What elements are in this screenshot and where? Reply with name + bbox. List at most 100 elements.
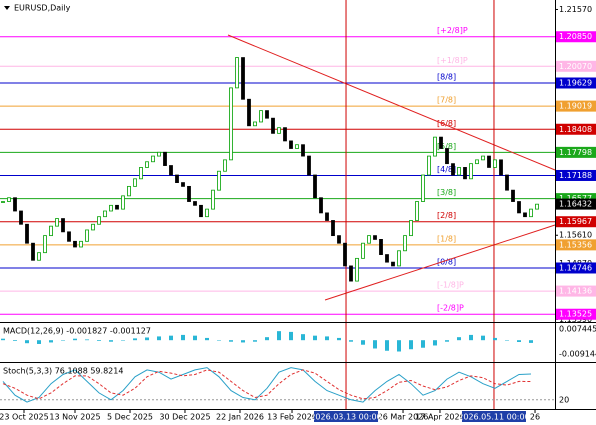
macd-bar: [277, 331, 281, 341]
macd-bar: [49, 340, 53, 343]
candle: [343, 242, 347, 267]
y-tick-label: 0.007445: [559, 324, 596, 333]
macd-bar: [445, 340, 449, 342]
candle: [289, 140, 293, 149]
level-price-tag: [556, 262, 596, 274]
macd-bar: [361, 340, 365, 345]
candle: [331, 220, 335, 237]
candle: [499, 159, 503, 176]
murrey-level-name: [4/8]: [437, 165, 456, 174]
level-price-tag: [556, 100, 596, 112]
x-tick-label: 26: [530, 413, 540, 422]
candle: [457, 167, 461, 176]
stoch-line: [2, 367, 532, 403]
murrey-level-name: [+1/8]P: [437, 56, 468, 65]
candle: [163, 151, 167, 166]
macd-bar: [157, 336, 161, 341]
macd-bar: [13, 340, 17, 341]
candle: [307, 155, 311, 176]
macd-bar: [85, 339, 89, 341]
level-price-label: 1.17798: [559, 148, 592, 157]
candle: [25, 223, 29, 244]
candle: [157, 151, 161, 157]
candle: [121, 195, 125, 210]
level-price-label: 1.14136: [559, 287, 592, 296]
candle: [517, 201, 521, 214]
candle: [85, 229, 89, 242]
macd-bar: [469, 334, 473, 341]
x-tick-label: 26 Mar 2026: [378, 413, 429, 422]
candle: [133, 178, 137, 187]
separator-date-tag: [314, 411, 379, 422]
macd-bar: [241, 340, 245, 343]
candle: [37, 252, 41, 261]
candle: [397, 250, 401, 267]
candle: [73, 240, 77, 248]
separator-date-label: 2026.05.11 00:00: [458, 413, 529, 422]
x-tick-label: 13 Nov 2025: [49, 413, 100, 422]
level-price-tag: [556, 123, 596, 135]
candle: [283, 127, 287, 142]
candle: [487, 155, 491, 168]
separator-date-label: 2026.03.13 00:00: [310, 413, 381, 422]
candle: [43, 235, 47, 254]
level-price-tag: [556, 77, 596, 89]
macd-bar: [229, 340, 233, 342]
candle: [103, 210, 107, 218]
candle: [19, 210, 23, 225]
candle: [409, 220, 413, 237]
macd-bar: [1, 338, 5, 341]
candle: [523, 212, 527, 218]
macd-bar: [301, 334, 305, 341]
candle: [385, 254, 389, 263]
candle: [241, 57, 245, 100]
candle: [55, 218, 59, 227]
macd-bar: [109, 340, 113, 342]
candle: [175, 174, 179, 183]
candle: [31, 242, 35, 261]
menu-icon[interactable]: [4, 6, 10, 10]
candle: [49, 225, 53, 237]
level-price-label: 1.20070: [559, 62, 592, 71]
candle: [109, 204, 113, 212]
y-tick-label: 1.21570: [559, 5, 592, 14]
macd-bar: [289, 331, 293, 341]
murrey-level-name: [3/8]: [437, 188, 456, 197]
candle: [445, 148, 449, 165]
candle: [91, 223, 95, 231]
separator-date-tag: [461, 411, 526, 422]
y-tick-label: 1.15610: [559, 231, 592, 240]
level-price-tag: [556, 216, 596, 228]
candle: [403, 235, 407, 252]
candle: [271, 117, 275, 134]
candle: [421, 174, 425, 202]
murrey-level-name: [0/8]: [437, 257, 456, 266]
murrey-level-name: [8/8]: [437, 73, 456, 82]
candle: [229, 87, 233, 161]
level-price-tag: [556, 285, 596, 297]
candle: [7, 197, 11, 202]
x-tick-label: 17 Apr 2026: [415, 413, 464, 422]
candle: [199, 204, 203, 218]
macd-bar: [373, 340, 377, 349]
candle: [355, 257, 359, 282]
macd-bar: [37, 340, 41, 344]
macd-bar: [505, 340, 509, 341]
candle: [13, 197, 17, 212]
candle: [169, 165, 173, 176]
x-tick-label: 30 Dec 2025: [159, 413, 210, 422]
candle: [193, 201, 197, 206]
macd-bar: [517, 340, 521, 342]
candle: [337, 235, 341, 244]
level-price-tag: [556, 60, 596, 72]
candle: [247, 98, 251, 127]
x-tick-label: 5 Dec 2025: [107, 413, 153, 422]
candle: [433, 136, 437, 157]
trendline: [324, 224, 556, 301]
macd-bar: [349, 340, 353, 342]
level-price-tag: [556, 31, 596, 43]
level-price-label: 1.18408: [559, 125, 592, 134]
candle: [67, 231, 71, 242]
x-tick-label: 22 Jan 2026: [216, 413, 264, 422]
